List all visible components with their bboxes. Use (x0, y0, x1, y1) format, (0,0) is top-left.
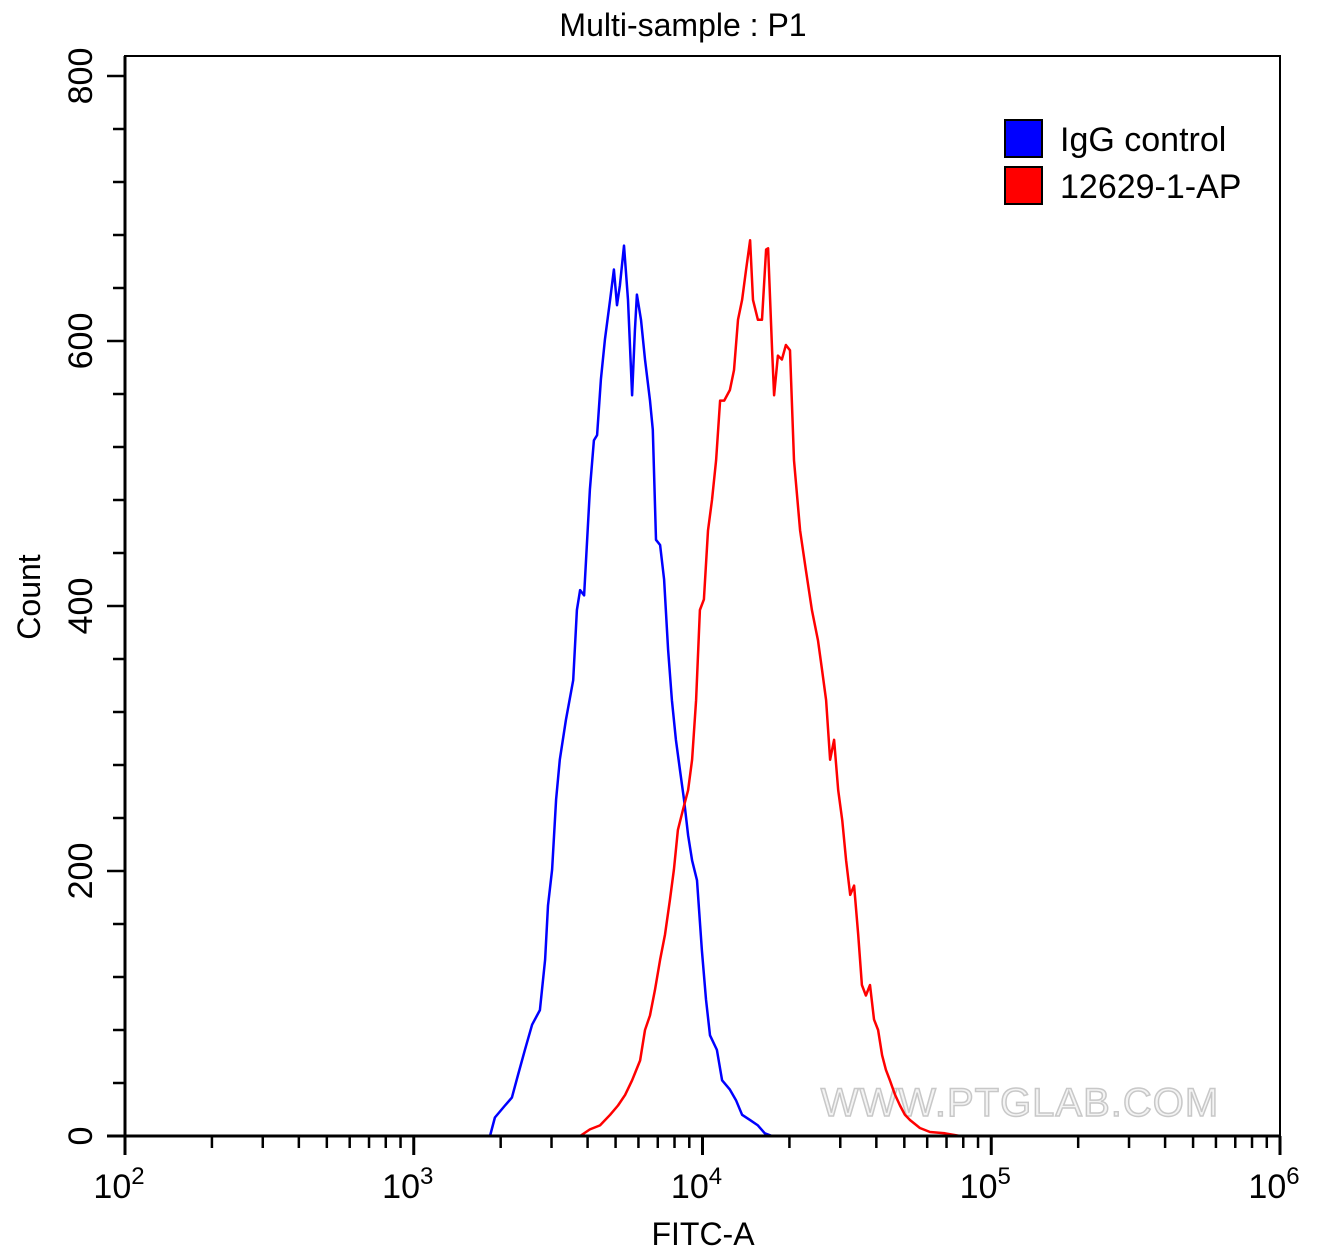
x-tick-label: 104 (671, 1163, 722, 1206)
x-tick-label: 106 (1248, 1163, 1299, 1206)
legend-label: 12629-1-AP (1060, 168, 1241, 206)
x-tick-label: 102 (93, 1163, 144, 1206)
y-axis-label: Count (11, 554, 47, 640)
series-layer (488, 239, 961, 1138)
series-line-12629-1-ap (579, 239, 961, 1138)
x-tick-label: 103 (382, 1163, 433, 1206)
plot-frame (124, 55, 1281, 1137)
watermark-text: WWW.PTGLAB.COM (821, 1081, 1219, 1125)
legend: IgG control 12629-1-AP (1004, 119, 1241, 206)
y-tick-label: 600 (62, 313, 100, 370)
y-tick-labels: 0 200 400 600 800 (62, 48, 100, 1146)
legend-swatch (1004, 119, 1043, 158)
legend-label: IgG control (1060, 121, 1226, 159)
y-tick-label: 400 (62, 578, 100, 635)
x-tick-label: 105 (960, 1163, 1011, 1206)
x-tick-labels: 102 103 104 105 106 (93, 1163, 1299, 1206)
y-tick-label: 800 (62, 48, 100, 105)
series-line-igg-control (488, 244, 773, 1138)
x-axis-label: FITC-A (651, 1216, 755, 1252)
chart-title: Multi-sample : P1 (559, 7, 806, 43)
watermark: WWW.PTGLAB.COM (820, 1080, 1219, 1126)
legend-swatch (1004, 166, 1043, 205)
y-tick-label: 200 (62, 843, 100, 900)
y-tick-label: 0 (62, 1127, 100, 1146)
axis-ticks (107, 74, 1282, 1155)
